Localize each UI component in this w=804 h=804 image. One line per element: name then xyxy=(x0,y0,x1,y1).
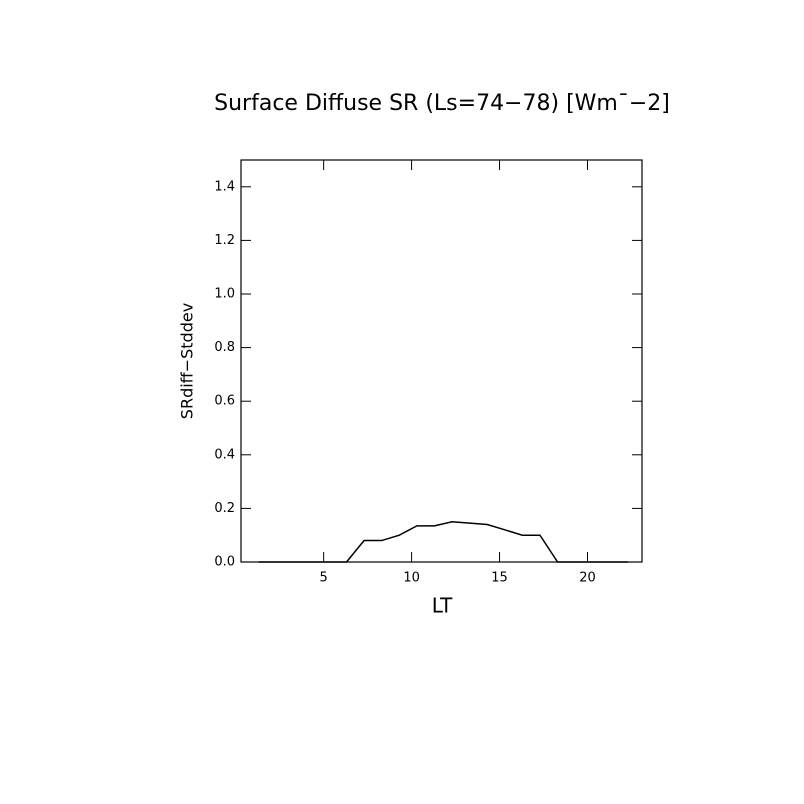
x-tick-label: 15 xyxy=(491,571,508,586)
y-tick-label: 1.4 xyxy=(214,179,235,194)
chart-title: Surface Diffuse SR (Ls=74−78) [Wm¯−2] xyxy=(214,91,670,116)
y-tick-label: 0.4 xyxy=(214,447,235,462)
data-line xyxy=(258,521,628,563)
plot-frame xyxy=(240,159,643,563)
x-axis-label: LT xyxy=(432,594,453,618)
x-tick-label: 5 xyxy=(320,571,328,586)
x-tick-label: 10 xyxy=(403,571,420,586)
y-tick-label: 0.6 xyxy=(214,394,235,409)
x-tick-label: 20 xyxy=(579,571,596,586)
y-tick-label: 0.2 xyxy=(214,501,235,516)
y-tick-label: 0.8 xyxy=(214,340,235,355)
y-tick-label: 1.2 xyxy=(214,233,235,248)
y-axis-label: SRdiff−Stddev xyxy=(178,303,197,419)
y-tick-label: 1.0 xyxy=(214,287,235,302)
y-tick-label: 0.0 xyxy=(214,555,235,570)
